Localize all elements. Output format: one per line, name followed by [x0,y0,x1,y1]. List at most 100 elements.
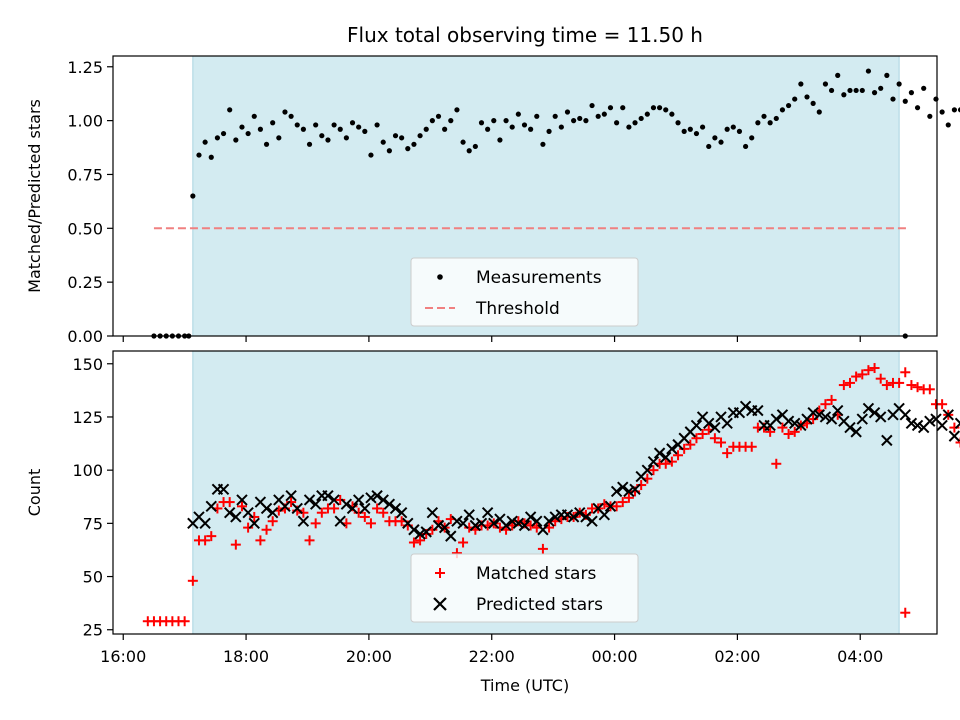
data-point [329,503,340,514]
data-point [524,511,537,523]
data-point [442,126,448,132]
data-point [765,426,776,437]
data-point-d2 [260,502,273,515]
data-point [614,120,620,126]
data-point [927,113,933,119]
data-point [857,369,868,380]
data-point [835,72,841,78]
data-point-d2 [371,489,383,502]
data-point [862,402,875,415]
data-point [475,517,488,530]
data-point-d2 [463,509,475,521]
data-point [488,517,500,530]
data-point [822,81,829,87]
data-point [807,406,819,419]
data-point [460,139,466,145]
data-point [789,426,800,437]
data-point [377,494,389,506]
data-point-d2 [807,406,819,419]
figure-title: Flux total observing time = 11.50 h [347,23,703,47]
data-point [371,489,383,502]
data-point [558,124,564,130]
data-point [567,511,580,523]
data-point-d2 [217,483,230,496]
data-point [389,502,402,515]
data-point-d2 [537,524,549,536]
data-point-d2 [813,409,825,421]
data-point [936,419,948,432]
data-point-d2 [586,515,598,527]
data-point [365,492,377,504]
data-point [894,377,905,388]
data-point [650,105,657,111]
data-point [266,507,279,519]
data-point [561,509,574,521]
data-point [690,419,703,432]
data-point [816,109,822,115]
data-point-d2 [567,511,580,523]
data-point-d2 [856,413,868,425]
data-point [300,126,306,132]
data-point-d2 [488,517,500,530]
data-point [512,517,525,530]
data-point [466,148,472,154]
data-point [298,507,309,518]
data-point [417,133,423,139]
data-point [445,530,457,542]
data-point-d2 [451,515,463,527]
data-point [335,494,346,505]
data-point-d2 [223,507,236,519]
data-point [577,115,583,122]
data-point [792,96,798,102]
data-point [205,500,217,513]
data-point [276,135,282,141]
data-point-d2 [653,447,666,459]
data-point-d2 [617,481,629,493]
data-point-d2 [660,451,672,464]
data-point [310,518,321,529]
data-point [291,502,303,515]
y-tick-label: 0.25 [67,273,103,292]
data-point-d2 [850,426,862,438]
data-point-d2 [721,417,733,430]
data-point [190,193,196,199]
data-point-d2 [844,421,856,434]
data-point-d2 [248,517,260,530]
data-point [955,437,960,448]
data-point [243,522,254,533]
data-point [712,135,718,141]
data-point-d2 [230,511,242,523]
data-point-d2 [696,411,709,423]
data-point-d2 [469,519,482,532]
data-point [260,502,273,515]
data-point [939,109,945,115]
data-point [503,118,509,124]
data-point [414,528,426,540]
data-point [451,515,463,527]
data-point [454,107,460,113]
data-point [395,507,408,519]
data-point [208,154,214,160]
data-point-d2 [561,509,574,521]
data-point-d2 [481,507,494,519]
data-point-d2 [266,507,279,519]
data-point [853,87,859,94]
data-point [844,421,856,434]
data-point [546,128,552,134]
data-point [202,139,208,145]
data-point [595,113,601,119]
data-point-d2 [666,443,678,455]
legend: Measurements Threshold [410,257,639,327]
data-point [810,100,816,106]
data-point-d2 [395,507,408,519]
data-point [942,409,954,421]
data-point [648,465,659,476]
data-point-d2 [862,402,875,415]
data-point [826,394,837,405]
data-point [890,96,896,102]
data-point-d2 [715,411,727,423]
y-tick-label: 125 [72,408,103,427]
data-point [752,404,764,417]
data-point [374,122,380,128]
data-point [777,422,788,433]
